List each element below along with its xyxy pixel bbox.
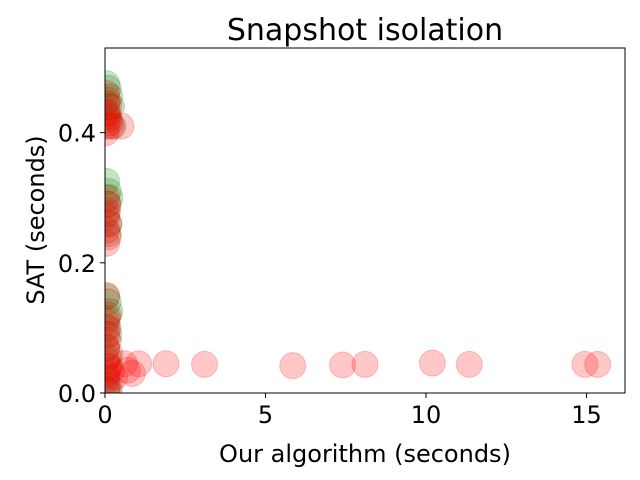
data-point-series1-4 [105,102,122,130]
data-point-series1-29 [105,359,121,387]
data-point-series1-21 [105,314,122,342]
data-point-series1-0 [105,80,121,108]
data-point-series1-9 [107,112,135,140]
data-point-series0-5 [105,99,122,127]
data-point-series1-5 [105,109,124,137]
data-point-series0-26 [105,376,122,393]
data-point-series0-21 [105,333,121,361]
x-tick-label: 15 [571,401,602,429]
data-point-series1-12 [105,197,122,225]
data-point-series1-28 [105,356,125,384]
y-tick-label: 0.4 [58,120,96,148]
data-point-series1-8 [105,119,120,147]
data-point-series0-6 [105,106,123,134]
data-point-series0-18 [105,304,122,332]
data-point-series1-7 [105,112,125,140]
x-tick-label: 5 [258,401,273,429]
data-point-series1-6 [105,112,121,140]
data-points [105,70,612,393]
data-point-series0-3 [105,89,121,117]
data-point-series0-10 [105,184,124,212]
data-point-series1-17 [105,229,121,257]
data-point-series1-2 [105,93,123,121]
data-point-series1-32 [105,372,124,393]
y-tick-label: 0.2 [58,250,96,278]
x-axis-ticks: 0 5 10 15 [97,393,602,429]
y-tick-label: 0.0 [58,380,96,408]
data-point-series0-1 [105,74,122,102]
data-point-series1-20 [105,307,121,335]
data-point-series1-43 [418,349,446,377]
data-point-series1-38 [152,350,180,378]
y-axis-ticks: 0.0 0.2 0.4 [58,120,105,408]
data-point-series1-35 [113,356,141,384]
data-point-series0-2 [105,83,124,111]
data-point-series1-27 [105,353,122,381]
data-point-series1-13 [105,203,121,231]
data-point-series0-20 [105,320,123,348]
data-point-series0-4 [105,93,125,121]
data-point-series1-24 [105,333,121,361]
data-point-series1-19 [105,301,122,329]
x-tick-label: 10 [411,401,442,429]
data-point-series1-33 [105,376,121,393]
data-point-series0-7 [105,112,127,140]
data-point-series1-23 [105,327,122,355]
data-point-series1-41 [329,351,357,379]
data-point-series1-40 [279,352,307,380]
x-axis-label: Our algorithm (seconds) [219,440,511,468]
plot-frame [104,47,626,394]
data-point-series0-24 [105,363,121,391]
data-point-series1-3 [105,99,121,127]
data-point-series1-10 [105,184,121,212]
data-point-series1-14 [105,210,123,238]
data-point-series1-26 [105,346,121,374]
data-point-series1-18 [105,281,121,309]
y-axis-label: SAT (seconds) [22,135,50,304]
data-point-series1-16 [105,223,122,251]
data-point-series1-42 [351,350,379,378]
data-point-series1-46 [584,350,612,378]
data-point-series0-8 [105,167,121,195]
data-point-series0-11 [105,190,122,218]
data-point-series0-16 [105,288,122,316]
data-point-series1-22 [105,320,121,348]
data-point-series1-25 [105,340,124,368]
data-point-series0-14 [105,220,122,248]
data-point-series1-44 [455,350,483,378]
data-point-series1-37 [125,350,153,378]
data-point-series0-15 [105,283,121,311]
data-point-series1-39 [191,350,219,378]
chart-title: Snapshot isolation [227,13,503,48]
data-point-series0-25 [105,371,122,393]
data-point-series0-17 [105,298,124,326]
data-point-series1-30 [105,363,129,391]
data-point-series1-36 [118,359,146,387]
data-point-series0-12 [105,200,121,228]
data-point-series1-45 [571,350,599,378]
data-point-series0-23 [105,353,124,381]
data-point-series0-22 [105,343,122,371]
data-point-series0-9 [105,177,122,205]
data-point-series1-11 [105,190,122,218]
data-point-series0-0 [105,70,121,98]
data-point-series1-34 [110,350,138,378]
data-point-series1-15 [105,216,121,244]
data-point-series0-19 [105,314,121,342]
x-tick-label: 0 [97,401,112,429]
data-point-series1-1 [105,86,122,114]
data-point-series0-13 [105,210,123,238]
